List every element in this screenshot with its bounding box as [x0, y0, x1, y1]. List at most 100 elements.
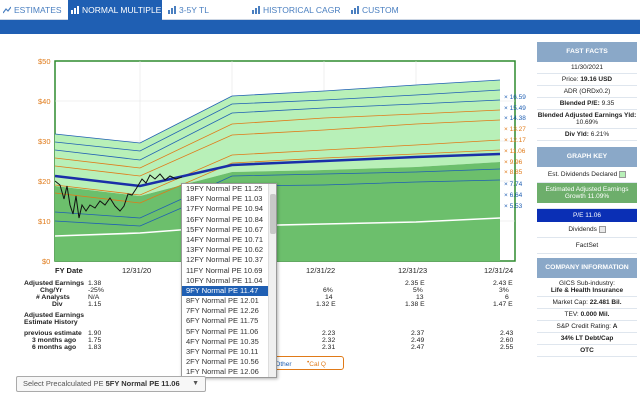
dropdown-option[interactable]: 16FY Normal PE 10.84 [186, 214, 263, 224]
facts-tev: TEV: 0.000 Mil. [537, 309, 637, 322]
x-axis-label: FY Date [55, 266, 83, 274]
key-est-dividends[interactable]: Est. Dividends Declared [537, 167, 637, 184]
tab-3-5y-tl-growth[interactable]: 3-5Y TL GROWTH [165, 0, 247, 35]
dropdown-option[interactable]: 17FY Normal PE 10.94 [186, 204, 263, 214]
row-label: Adjusted Earnings [24, 312, 85, 319]
fast-facts-header: FAST FACTS [537, 42, 637, 62]
tev-value: 0.000 Mil. [580, 311, 610, 319]
table-row: 3 months ago 1.75 2.32 2.49 2.60 [0, 337, 530, 345]
dropdown-option[interactable]: 13FY Normal PE 10.62 [186, 245, 263, 255]
cell: 14 [325, 294, 333, 301]
tab-label: NORMAL MULTIPLE [82, 5, 162, 15]
cell: 3% [499, 287, 509, 294]
facts-debt: 34% LT Debt/Cap [537, 333, 637, 346]
cell: 2.43 [500, 330, 514, 337]
fast-facts-panel: FAST FACTS 11/30/2021 Price: 19.16 USD A… [537, 42, 637, 358]
key-est-dividends-label: Est. Dividends Declared [547, 171, 618, 179]
pe-band-label: × 16.59 [504, 94, 526, 101]
cell: 1.15 [88, 301, 102, 308]
cell: 2.31 [322, 344, 336, 351]
cell: 1.38 E [405, 301, 425, 308]
dropdown-option[interactable]: 12FY Normal PE 10.37 [186, 255, 263, 265]
pe-band-label: × 9.96 [504, 159, 523, 166]
y-tick: $50 [38, 57, 51, 66]
dropdown-option[interactable]: 10FY Normal PE 11.04 [186, 275, 263, 285]
tab-label: CUSTOM [362, 5, 399, 15]
pe-band-label: × 13.27 [504, 126, 526, 133]
price-value: 19.16 USD [580, 76, 613, 83]
legend-calpe-label: Cal Q [309, 361, 326, 368]
cell: 2.23 [322, 330, 336, 337]
dropdown-option[interactable]: 3FY Normal PE 10.11 [186, 347, 259, 356]
dropdown-option[interactable]: 9FY Normal PE 11.47 [182, 285, 276, 297]
key-factset[interactable]: FactSet [537, 238, 637, 255]
pe-band-label: × 5.53 [504, 203, 523, 210]
table-row: previous estimate 1.90 2.23 2.37 2.43 [0, 330, 530, 338]
cell: 2.32 [322, 337, 336, 344]
dropdown-option[interactable]: 11FY Normal PE 10.69 [186, 265, 263, 275]
facts-date: 11/30/2021 [537, 62, 637, 74]
pe-band-label: × 6.64 [504, 192, 523, 199]
dropdown-scrollbar[interactable] [268, 184, 276, 377]
select-prefix: Select Precalculated PE [23, 379, 104, 388]
cell: N/A [88, 294, 100, 301]
tab-estimates[interactable]: ESTIMATES [0, 0, 68, 20]
mcap-value: 22.481 Bil. [589, 299, 622, 307]
spacer [537, 203, 637, 210]
dropdown-option[interactable]: 6FY Normal PE 11.75 [186, 316, 259, 326]
dropdown-option[interactable]: 19FY Normal PE 11.25 [186, 184, 263, 193]
tab-historical-cagr[interactable]: HISTORICAL CAGR [249, 0, 345, 20]
cell: -25% [88, 287, 104, 294]
dropdown-option[interactable]: 15FY Normal PE 10.67 [186, 224, 263, 234]
dropdown-option[interactable]: 5FY Normal PE 11.06 [186, 326, 259, 336]
row-label: Div [52, 301, 63, 308]
gics-label: GICS Sub-industry: [559, 280, 615, 288]
pe-band-label: × 11.06 [504, 148, 526, 155]
y-tick: $30 [38, 137, 51, 146]
facts-sp-rating: S&P Credit Rating: A [537, 321, 637, 334]
dropdown-option[interactable]: 14FY Normal PE 10.71 [186, 234, 263, 244]
gics-value: Life & Health Insurance [550, 287, 624, 295]
dropdown-option[interactable]: 7FY Normal PE 12.26 [186, 306, 259, 316]
cell: 1.38 [88, 280, 102, 287]
debt-value: 34% LT Debt/Cap [560, 335, 614, 343]
bar-chart-icon [168, 6, 176, 14]
dropdown-option[interactable]: 4FY Normal PE 10.35 [186, 336, 259, 346]
checkbox-icon[interactable] [598, 226, 606, 234]
legend-calpe[interactable]: • Cal Q [307, 359, 326, 368]
facts-adr: ADR (ORDx0.2) [537, 86, 637, 98]
facts-gics: GICS Sub-industry: Life & Health Insuranc… [537, 278, 637, 298]
cell: 6% [323, 287, 333, 294]
x-tick: 12/31/23 [398, 266, 427, 274]
scrollbar-thumb[interactable] [270, 194, 276, 234]
blended-pe-label: Blended P/E: [559, 100, 600, 107]
key-pe[interactable]: P/E 11.06 [537, 209, 637, 223]
key-dividends[interactable]: Dividends [537, 222, 637, 239]
tab-label: HISTORICAL CAGR [263, 5, 341, 15]
header-bar [0, 20, 640, 34]
series-legend: • Other • Cal Q [268, 356, 344, 370]
x-tick: 12/31/22 [306, 266, 335, 274]
row-label: # Analysts [36, 294, 70, 301]
table-row: Estimate History [0, 319, 530, 327]
normal-multiple-chart: $50 $40 $30 $20 $10 $0 FY Date 12/31/20 … [38, 57, 526, 274]
dropdown-option[interactable]: 2FY Normal PE 10.56 [186, 357, 259, 367]
row-label: Estimate History [24, 319, 78, 326]
div-value: 6.21% [590, 131, 610, 138]
bae-value: 10.69% [575, 119, 599, 126]
key-est-growth[interactable]: Estimated Adjusted Earnings Growth 11.09… [537, 183, 637, 204]
dropdown-option[interactable]: 8FY Normal PE 12.01 [186, 296, 259, 306]
tab-label: ESTIMATES [14, 5, 62, 15]
cell: 5% [413, 287, 423, 294]
blended-pe-value: 9.35 [601, 100, 615, 107]
tab-normal-multiple[interactable]: NORMAL MULTIPLE [68, 0, 162, 20]
pe-band-label: × 15.49 [504, 105, 526, 112]
dropdown-option[interactable]: 18FY Normal PE 11.03 [186, 194, 263, 204]
precalculated-pe-select[interactable]: Select Precalculated PE 5FY Normal PE 11… [16, 376, 206, 392]
pe-band-label: × 8.85 [504, 169, 523, 176]
pe-dropdown-list[interactable]: 19FY Normal PE 11.25 18FY Normal PE 11.03… [181, 183, 277, 378]
dropdown-option[interactable]: 1FY Normal PE 12.06 [186, 367, 259, 377]
tab-custom[interactable]: CUSTOM [348, 0, 408, 20]
sp-value: A [612, 323, 618, 331]
table-row: # Analysts N/A 14 13 6 [0, 294, 530, 302]
